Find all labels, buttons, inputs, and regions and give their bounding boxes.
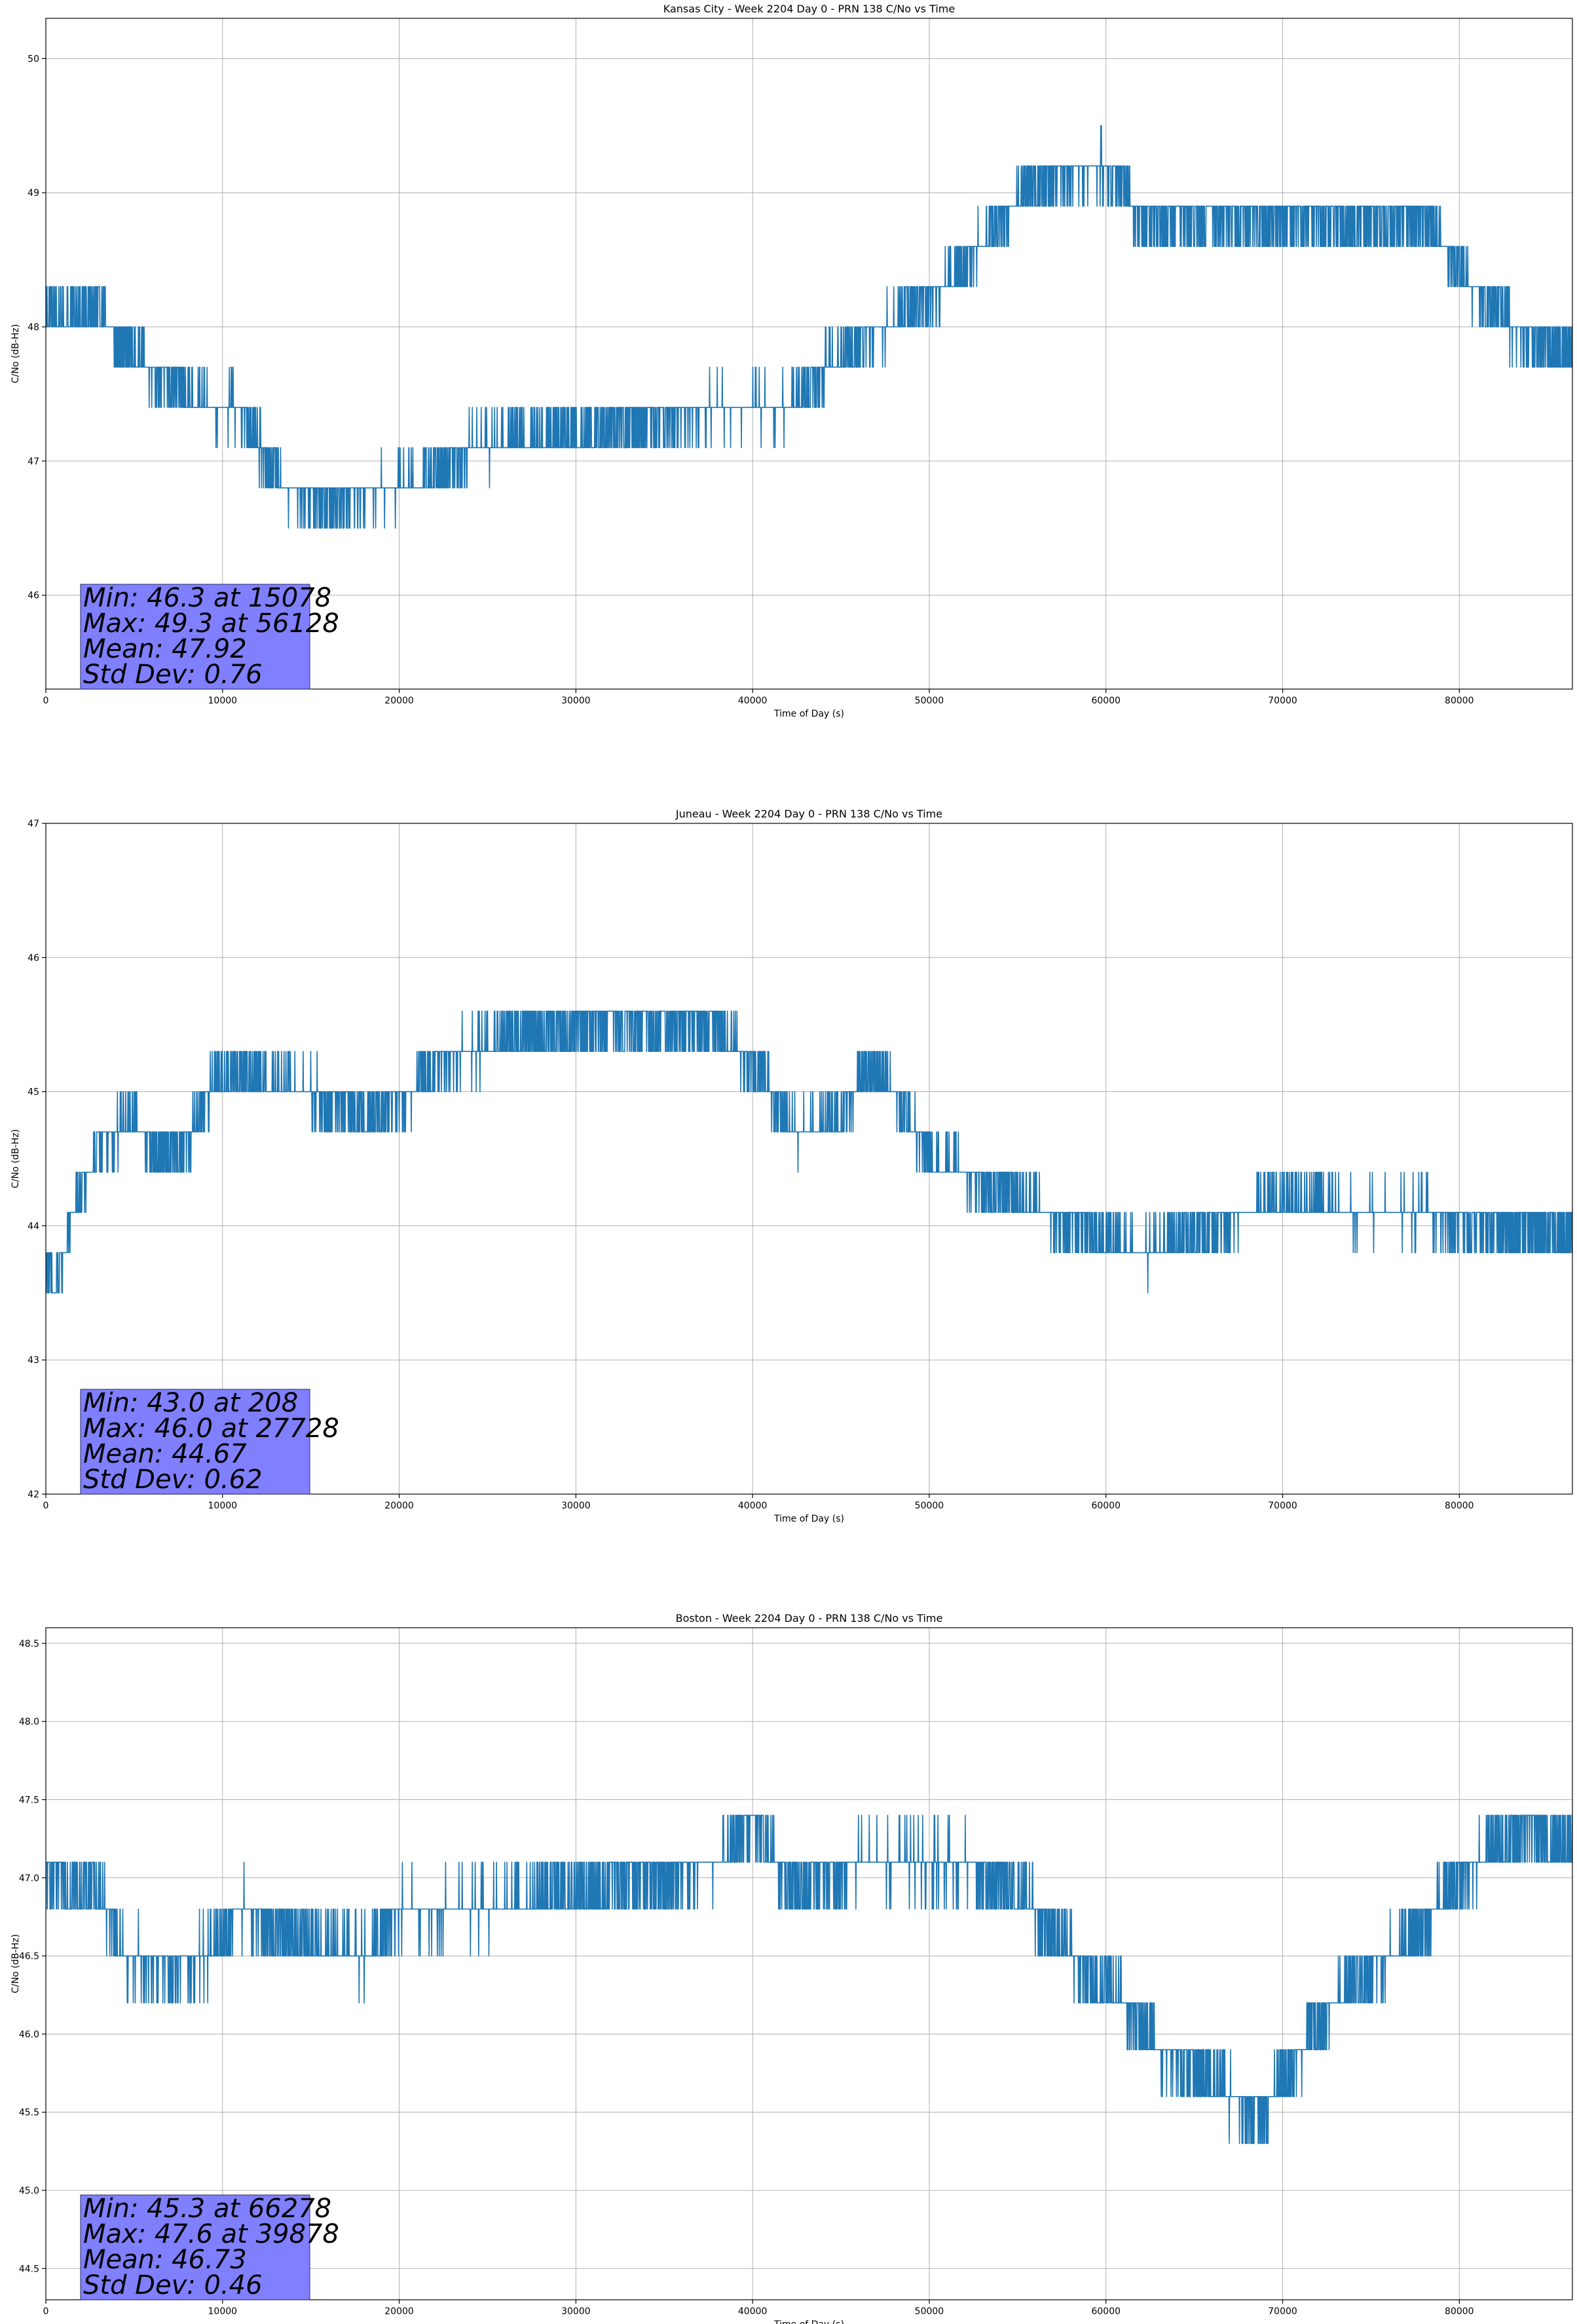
x-tick-label: 0 bbox=[43, 696, 49, 706]
chart-title: Kansas City - Week 2204 Day 0 - PRN 138 … bbox=[663, 3, 955, 15]
y-tick-label: 45.0 bbox=[19, 2186, 39, 2196]
stats-box bbox=[80, 1389, 310, 1495]
stats-box bbox=[80, 2194, 310, 2300]
x-tick-label: 30000 bbox=[561, 2306, 591, 2317]
x-axis-label: Time of Day (s) bbox=[773, 1514, 844, 1524]
x-tick-label: 50000 bbox=[915, 2306, 944, 2317]
stats-box bbox=[80, 584, 310, 690]
x-tick-label: 70000 bbox=[1268, 1501, 1297, 1511]
y-tick-label: 44 bbox=[28, 1221, 39, 1231]
y-tick-label: 49 bbox=[28, 188, 39, 198]
x-tick-label: 0 bbox=[43, 1501, 49, 1511]
stats-line: Mean: 47.92 bbox=[83, 634, 247, 664]
y-tick-label: 47 bbox=[28, 819, 39, 829]
x-tick-label: 10000 bbox=[208, 696, 238, 706]
x-tick-label: 60000 bbox=[1091, 696, 1121, 706]
stats-line: Max: 49.3 at 56128 bbox=[83, 609, 339, 639]
x-tick-label: 40000 bbox=[738, 1501, 768, 1511]
y-axis-label: C/No (dB-Hz) bbox=[10, 324, 21, 383]
x-tick-label: 60000 bbox=[1091, 1501, 1121, 1511]
chart-panel-2: 0 10000 20000 30000 40000 50000 60000 70000 8000… bbox=[10, 808, 1573, 1524]
x-tick-label: 40000 bbox=[738, 2306, 768, 2317]
stats-line: Mean: 46.73 bbox=[83, 2245, 247, 2275]
chart-panel-3: 0 10000 20000 30000 40000 50000 60000 70000 8000… bbox=[10, 1612, 1573, 2324]
x-tick-label: 50000 bbox=[915, 696, 944, 706]
y-tick-label: 44.5 bbox=[19, 2264, 39, 2274]
stats-line: Std Dev: 0.62 bbox=[83, 1465, 263, 1495]
y-tick-label: 47.5 bbox=[19, 1795, 39, 1805]
y-tick-label: 47 bbox=[28, 457, 39, 467]
y-axis-label: C/No (dB-Hz) bbox=[10, 1934, 21, 1993]
stats-line: Max: 47.6 at 39878 bbox=[83, 2219, 339, 2249]
chart-panel-1: 0 10000 20000 30000 40000 50000 60000 70000 8000… bbox=[10, 3, 1573, 719]
x-tick-label: 80000 bbox=[1445, 1501, 1474, 1511]
y-tick-label: 46 bbox=[28, 591, 39, 601]
x-tick-label: 80000 bbox=[1445, 696, 1474, 706]
chart-title: Juneau - Week 2204 Day 0 - PRN 138 C/No … bbox=[675, 808, 942, 820]
x-tick-label: 20000 bbox=[384, 1501, 414, 1511]
x-tick-label: 80000 bbox=[1445, 2306, 1474, 2317]
plot-frame bbox=[45, 1627, 1573, 2300]
plot-frame bbox=[45, 18, 1573, 690]
x-tick-label: 20000 bbox=[384, 2306, 414, 2317]
cno-series-line bbox=[46, 1814, 1572, 2145]
x-tick-label: 0 bbox=[43, 2306, 49, 2317]
x-axis-label: Time of Day (s) bbox=[773, 709, 844, 719]
y-tick-label: 50 bbox=[28, 54, 39, 64]
x-tick-label: 30000 bbox=[561, 696, 591, 706]
y-tick-label: 48 bbox=[28, 322, 39, 333]
stats-line: Min: 46.3 at 15078 bbox=[83, 583, 331, 613]
stats-line: Min: 43.0 at 208 bbox=[83, 1388, 298, 1418]
stats-line: Max: 46.0 at 27728 bbox=[83, 1414, 339, 1444]
y-tick-label: 48.0 bbox=[19, 1717, 39, 1727]
x-tick-label: 10000 bbox=[208, 1501, 238, 1511]
y-tick-label: 45.5 bbox=[19, 2108, 39, 2118]
x-tick-label: 60000 bbox=[1091, 2306, 1121, 2317]
cno-series-line bbox=[46, 1010, 1572, 1294]
y-tick-label: 48.5 bbox=[19, 1639, 39, 1649]
y-tick-label: 46 bbox=[28, 953, 39, 964]
x-tick-label: 70000 bbox=[1268, 696, 1297, 706]
y-tick-label: 46.0 bbox=[19, 2029, 39, 2040]
y-tick-label: 43 bbox=[28, 1355, 39, 1366]
x-tick-label: 30000 bbox=[561, 1501, 591, 1511]
y-tick-label: 45 bbox=[28, 1087, 39, 1098]
chart-title: Boston - Week 2204 Day 0 - PRN 138 C/No … bbox=[676, 1612, 943, 1624]
cno-series-line bbox=[46, 125, 1572, 529]
y-tick-label: 42 bbox=[28, 1490, 39, 1500]
stats-line: Std Dev: 0.76 bbox=[83, 660, 263, 690]
x-tick-label: 50000 bbox=[915, 1501, 944, 1511]
x-tick-label: 10000 bbox=[208, 2306, 238, 2317]
stats-line: Mean: 44.67 bbox=[83, 1439, 247, 1469]
y-tick-label: 46.5 bbox=[19, 1951, 39, 1962]
x-tick-label: 20000 bbox=[384, 696, 414, 706]
y-axis-label: C/No (dB-Hz) bbox=[10, 1129, 21, 1188]
x-axis-label: Time of Day (s) bbox=[773, 2319, 844, 2324]
plot-frame bbox=[45, 823, 1573, 1495]
stats-line: Min: 45.3 at 66278 bbox=[83, 2194, 331, 2224]
stats-line: Std Dev: 0.46 bbox=[83, 2270, 263, 2300]
x-tick-label: 40000 bbox=[738, 696, 768, 706]
x-tick-label: 70000 bbox=[1268, 2306, 1297, 2317]
y-tick-label: 47.0 bbox=[19, 1873, 39, 1884]
